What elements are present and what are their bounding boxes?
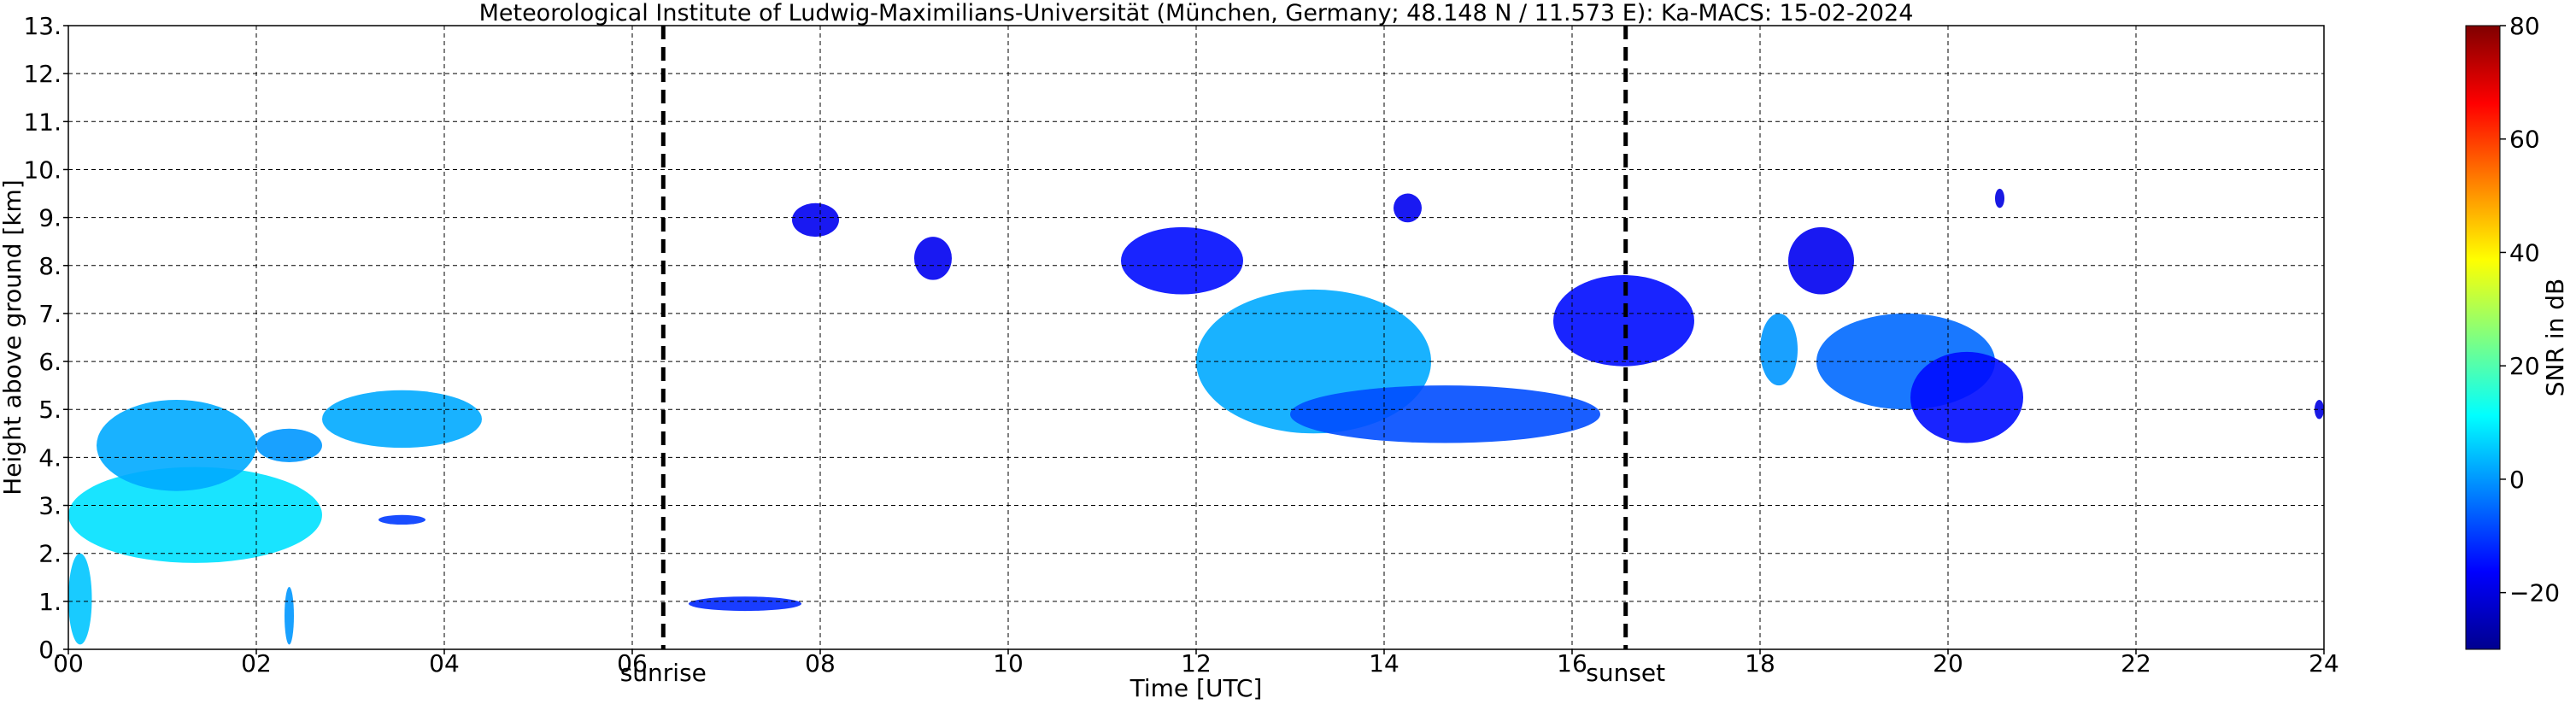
radar-echo-10 — [1121, 226, 1243, 295]
y-tick-label: 11. — [23, 108, 62, 136]
y-tick-label: 13. — [23, 12, 62, 40]
radar-echo-18 — [1788, 226, 1854, 295]
colorbar-tick-label: 0 — [2509, 466, 2525, 494]
x-tick-label: 18 — [1745, 649, 1775, 678]
colorbar — [2465, 25, 2501, 650]
colorbar-ticks: 80 60 40 20 0 −20 — [2500, 12, 2560, 607]
radar-echo-19 — [1995, 188, 2004, 208]
sun-markers: sunrise sunset — [620, 26, 1665, 687]
radar-echo-5 — [285, 587, 294, 645]
y-tick-label: 10. — [23, 155, 62, 184]
x-tick-label: 14 — [1369, 649, 1399, 678]
radar-echo-4 — [322, 390, 482, 449]
radar-echo-0 — [68, 466, 322, 563]
x-tick-label: 22 — [2121, 649, 2151, 678]
radar-echo-17 — [1910, 351, 2023, 443]
radar-echo-7 — [689, 596, 801, 612]
x-tick-label: 24 — [2309, 649, 2339, 678]
y-tick-label: 9. — [38, 204, 62, 232]
y-tick-label: 2. — [38, 540, 62, 568]
x-tick-label: 08 — [805, 649, 836, 678]
y-tick-label: 6. — [38, 348, 62, 376]
chart-title: Meteorological Institute of Ludwig-Maxim… — [479, 0, 1914, 26]
radar-echo-8 — [792, 202, 839, 238]
y-tick-label: 1. — [38, 588, 62, 616]
x-tick-label: 06 — [617, 649, 648, 678]
x-tick-label: 20 — [1933, 649, 1963, 678]
radar-echo-9 — [914, 237, 952, 280]
radar-echo-2 — [97, 399, 256, 491]
colorbar-tick-label: 20 — [2509, 352, 2540, 380]
radar-echo-13 — [1394, 193, 1422, 223]
sunrise-label: sunrise — [620, 659, 707, 687]
colorbar-tick-label: 60 — [2509, 126, 2540, 154]
y-tick-label: 3. — [38, 492, 62, 520]
plot-grid — [67, 25, 2325, 650]
y-tick-label: 7. — [38, 300, 62, 328]
radar-echo-6 — [378, 514, 425, 525]
radar-echo-15 — [1760, 313, 1798, 386]
radar-echo-layer — [68, 188, 2324, 645]
colorbar-tick-label: −20 — [2509, 579, 2560, 607]
colorbar-tick-label: 80 — [2509, 12, 2540, 40]
radar-echo-12 — [1290, 385, 1600, 443]
y-tick-label: 4. — [38, 443, 62, 472]
radar-echo-1 — [68, 553, 92, 645]
colorbar-label: SNR in dB — [2541, 279, 2569, 396]
x-tick-label: 12 — [1181, 649, 1212, 678]
colorbar-tick-label: 40 — [2509, 238, 2540, 267]
radar-echo-3 — [256, 428, 322, 462]
radar-echo-14 — [1553, 275, 1694, 367]
x-tick-label: 02 — [241, 649, 272, 678]
sunset-label: sunset — [1586, 659, 1665, 687]
y-tick-label: 8. — [38, 252, 62, 280]
x-tick-label: 00 — [53, 649, 84, 678]
y-tick-label: 12. — [23, 60, 62, 88]
y-tick-label: 5. — [38, 396, 62, 424]
y-axis-label: Height above ground [km] — [0, 179, 26, 496]
radar-echo-20 — [2315, 400, 2324, 419]
axis-ticks: 00 02 04 06 08 10 12 14 16 18 20 22 24 0. 1. 2. 3. 4. 5. 6.… — [23, 12, 2338, 678]
x-tick-label: 16 — [1557, 649, 1587, 678]
x-axis-label: Time [UTC] — [1130, 674, 1263, 702]
y-tick-label: 0. — [38, 636, 62, 664]
x-tick-label: 10 — [993, 649, 1024, 678]
x-tick-label: 04 — [429, 649, 460, 678]
